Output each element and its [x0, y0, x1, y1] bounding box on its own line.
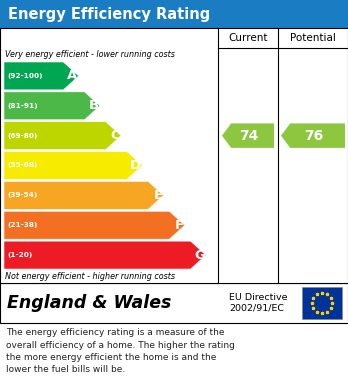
Polygon shape: [281, 124, 345, 148]
Text: 76: 76: [304, 129, 324, 143]
Text: A: A: [68, 70, 78, 83]
Polygon shape: [4, 62, 79, 90]
Text: C: C: [110, 129, 120, 142]
Text: F: F: [175, 219, 184, 232]
Text: 74: 74: [239, 129, 259, 143]
Polygon shape: [4, 181, 164, 209]
Polygon shape: [222, 124, 274, 148]
Bar: [0, 323, 348, 391]
Polygon shape: [4, 122, 121, 150]
Text: (69-80): (69-80): [7, 133, 37, 139]
Text: (1-20): (1-20): [7, 252, 32, 258]
Text: (39-54): (39-54): [7, 192, 37, 198]
Text: Very energy efficient - lower running costs: Very energy efficient - lower running co…: [5, 50, 175, 59]
Text: Potential: Potential: [290, 33, 336, 43]
Text: Energy Efficiency Rating: Energy Efficiency Rating: [8, 7, 210, 22]
Text: The energy efficiency rating is a measure of the
overall efficiency of a home. T: The energy efficiency rating is a measur…: [6, 328, 235, 375]
Text: G: G: [194, 249, 205, 262]
Bar: [0, 0, 348, 28]
Text: D: D: [130, 159, 141, 172]
Text: EU Directive: EU Directive: [229, 294, 287, 303]
Text: Not energy efficient - higher running costs: Not energy efficient - higher running co…: [5, 272, 175, 281]
Polygon shape: [4, 241, 206, 269]
Bar: [302, 287, 342, 319]
Polygon shape: [4, 211, 185, 239]
Bar: [0, 283, 348, 323]
Text: B: B: [89, 99, 99, 112]
Text: (55-68): (55-68): [7, 163, 37, 169]
Text: (21-38): (21-38): [7, 222, 37, 228]
Text: (81-91): (81-91): [7, 103, 38, 109]
Polygon shape: [4, 152, 142, 179]
Text: (92-100): (92-100): [7, 73, 42, 79]
Polygon shape: [4, 92, 100, 120]
Text: E: E: [153, 189, 163, 202]
Bar: [0, 28, 348, 283]
Text: England & Wales: England & Wales: [7, 294, 171, 312]
Text: Current: Current: [228, 33, 268, 43]
Text: 2002/91/EC: 2002/91/EC: [229, 303, 284, 312]
